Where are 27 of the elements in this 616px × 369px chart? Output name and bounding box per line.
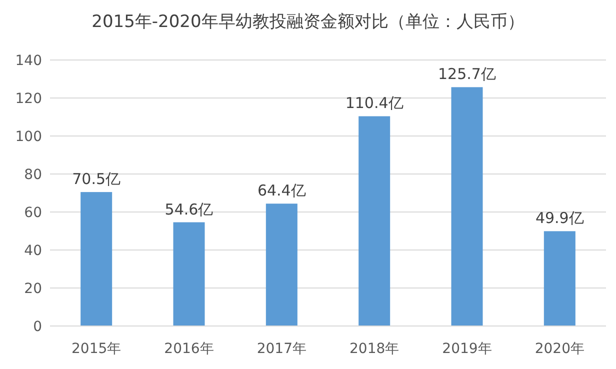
data-label: 110.4亿 xyxy=(345,94,404,112)
y-tick-label: 60 xyxy=(24,205,42,221)
bar xyxy=(80,192,112,326)
x-tick-label: 2017年 xyxy=(256,341,306,357)
data-label: 64.4亿 xyxy=(257,182,306,200)
bar xyxy=(544,231,576,326)
y-tick-label: 0 xyxy=(33,319,42,335)
y-tick-label: 40 xyxy=(24,243,42,259)
bar xyxy=(358,116,390,326)
y-tick-label: 20 xyxy=(24,281,42,297)
data-label: 54.6亿 xyxy=(164,200,214,218)
bar xyxy=(266,204,298,326)
x-tick-label: 2018年 xyxy=(350,341,400,357)
y-tick-label: 140 xyxy=(15,53,42,69)
y-tick-label: 120 xyxy=(15,91,42,107)
bar xyxy=(451,87,483,326)
data-label: 49.9亿 xyxy=(535,209,584,228)
y-tick-label: 80 xyxy=(24,167,42,183)
x-tick-label: 2019年 xyxy=(442,341,492,357)
x-tick-label: 2020年 xyxy=(534,341,584,357)
y-tick-label: 100 xyxy=(15,129,42,145)
bar xyxy=(173,222,205,326)
data-label: 125.7亿 xyxy=(438,65,496,84)
chart-title: 2015年-2020年早幼教投融资金额对比（单位：人民币） xyxy=(92,12,524,32)
x-tick-label: 2015年 xyxy=(72,341,122,357)
x-tick-label: 2016年 xyxy=(164,341,214,357)
data-label: 70.5亿 xyxy=(72,170,121,188)
